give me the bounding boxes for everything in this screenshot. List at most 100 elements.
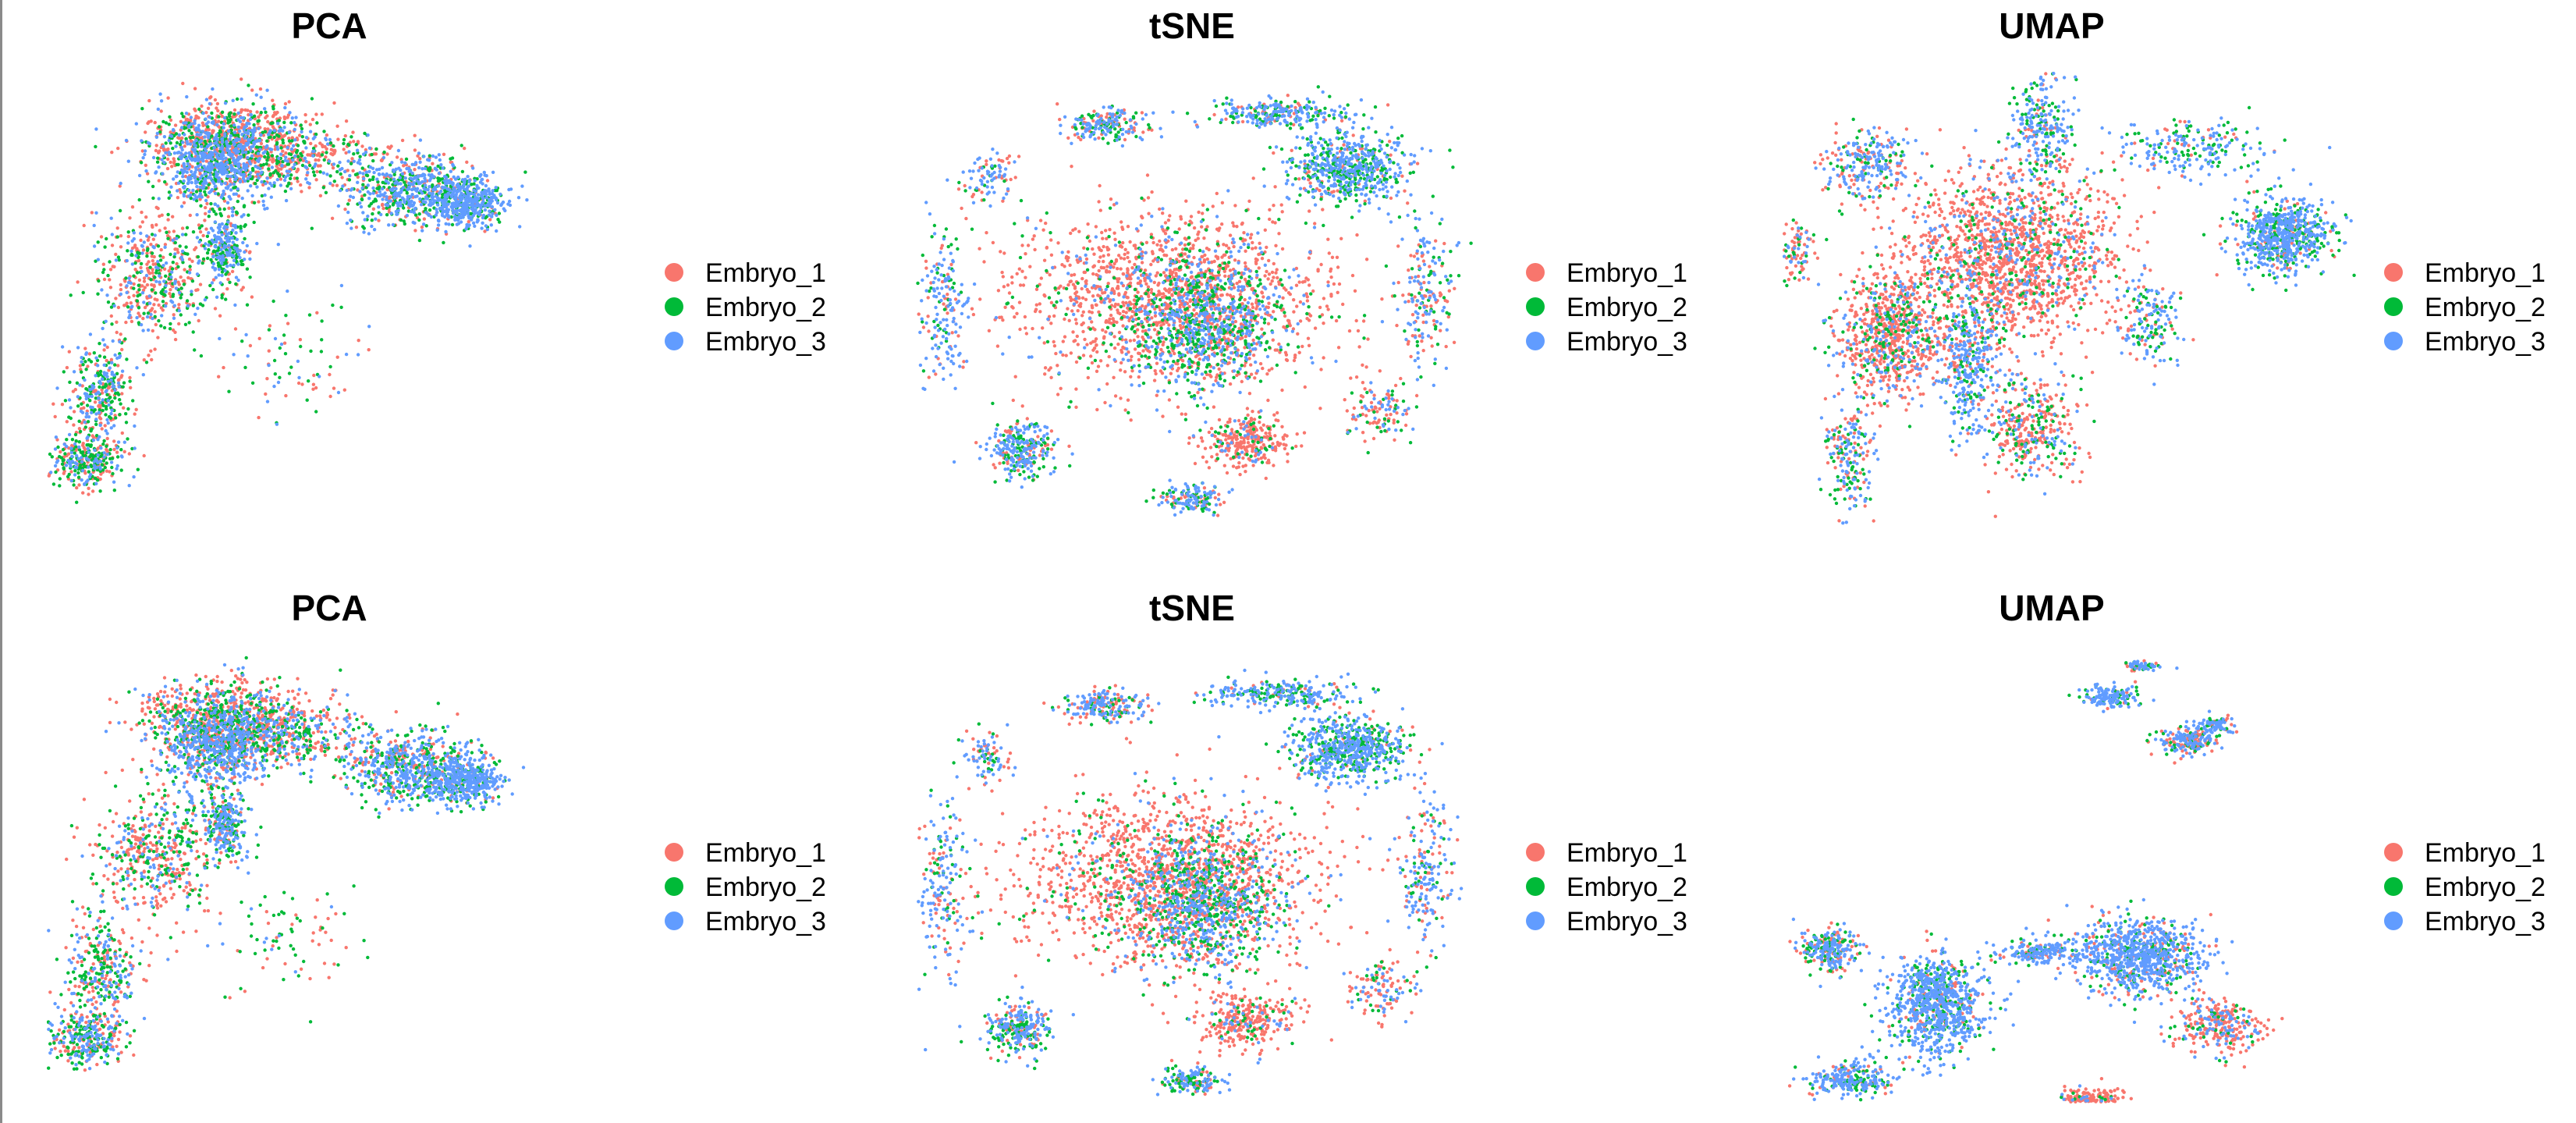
cell-point: [1020, 269, 1024, 273]
cell-point: [236, 125, 240, 130]
cell-point: [132, 274, 136, 278]
cell-point: [181, 171, 185, 175]
cell-point: [304, 146, 308, 150]
cell-point: [412, 181, 416, 185]
cell-point: [197, 123, 201, 127]
cell-point: [385, 152, 389, 156]
cell-point: [116, 305, 121, 310]
cell-point: [215, 101, 220, 106]
cell-point: [118, 208, 122, 213]
cell-point: [243, 236, 247, 241]
cell-point: [1123, 315, 1127, 319]
cell-point: [206, 165, 210, 169]
cell-point: [245, 121, 249, 126]
cell-point: [255, 241, 259, 246]
cell-point: [92, 351, 96, 355]
cell-point: [124, 138, 129, 143]
cell-point: [1105, 236, 1109, 240]
cell-point: [399, 201, 403, 204]
cell-point: [192, 140, 196, 144]
cell-point: [246, 189, 250, 193]
cell-point: [284, 198, 289, 203]
cell-point: [162, 279, 166, 283]
cell-point: [164, 151, 168, 155]
cell-point: [1341, 302, 1345, 307]
cell-point: [82, 446, 86, 450]
cell-point: [236, 162, 240, 166]
cell-point: [190, 165, 194, 169]
cell-point: [328, 137, 332, 142]
cell-point: [350, 157, 354, 161]
cell-point: [463, 197, 467, 201]
cell-point: [1319, 262, 1323, 267]
cell-point: [312, 373, 316, 378]
cell-point: [102, 451, 106, 455]
cell-point: [119, 292, 123, 297]
cell-point: [125, 301, 129, 305]
cell-point: [212, 146, 216, 150]
cell-point: [418, 160, 422, 164]
cell-point: [276, 243, 280, 247]
cell-point: [102, 371, 106, 375]
cell-point: [1366, 337, 1370, 341]
cell-point: [413, 221, 417, 225]
cell-point: [87, 470, 90, 474]
cell-point: [145, 262, 149, 266]
cell-point: [1203, 253, 1207, 258]
cell-point: [111, 471, 115, 476]
cell-point: [307, 186, 311, 190]
cell-point: [507, 199, 512, 204]
cell-point: [147, 179, 151, 183]
cell-point: [220, 110, 225, 114]
cell-point: [370, 224, 374, 229]
cell-point: [105, 469, 109, 473]
cell-point: [105, 293, 109, 297]
cell-point: [260, 179, 264, 184]
cell-point: [148, 301, 152, 305]
cell-point: [230, 236, 234, 240]
cell-point: [145, 234, 149, 238]
cell-point: [250, 381, 255, 385]
cell-point: [246, 131, 250, 136]
cell-point: [267, 135, 271, 140]
cell-point: [127, 295, 131, 300]
cell-point: [231, 224, 236, 228]
cell-point: [1129, 358, 1133, 362]
cell-point: [87, 492, 90, 496]
cell-point: [1339, 236, 1343, 240]
cell-point: [1248, 236, 1253, 240]
cell-point: [310, 117, 315, 122]
cell-point: [204, 227, 208, 231]
cell-point: [222, 199, 227, 203]
cell-point: [1021, 283, 1026, 287]
cell-point: [110, 361, 114, 364]
cell-point: [126, 305, 130, 309]
cell-point: [92, 464, 97, 467]
cell-point: [176, 265, 180, 269]
cell-point: [90, 427, 94, 432]
cell-point: [135, 366, 139, 370]
cell-point: [171, 261, 175, 265]
cell-point: [61, 448, 66, 452]
cell-point: [145, 315, 150, 319]
cell-point: [417, 165, 421, 170]
cell-point: [151, 245, 155, 249]
cell-point: [358, 171, 362, 175]
cell-point: [75, 500, 79, 504]
cell-point: [217, 119, 221, 123]
cell-point: [488, 218, 492, 222]
cell-point: [94, 482, 98, 485]
cell-point: [423, 173, 427, 177]
cell-point: [157, 165, 161, 169]
cell-point: [248, 174, 252, 179]
cell-point: [80, 478, 83, 482]
cell-point: [1266, 277, 1270, 281]
cell-point: [422, 217, 427, 221]
cell-point: [251, 169, 255, 172]
cell-point: [1296, 332, 1300, 336]
cell-point: [86, 420, 90, 424]
cell-point: [157, 303, 161, 307]
cell-point: [1010, 275, 1014, 279]
cell-point: [1211, 204, 1215, 208]
cell-point: [207, 176, 211, 179]
